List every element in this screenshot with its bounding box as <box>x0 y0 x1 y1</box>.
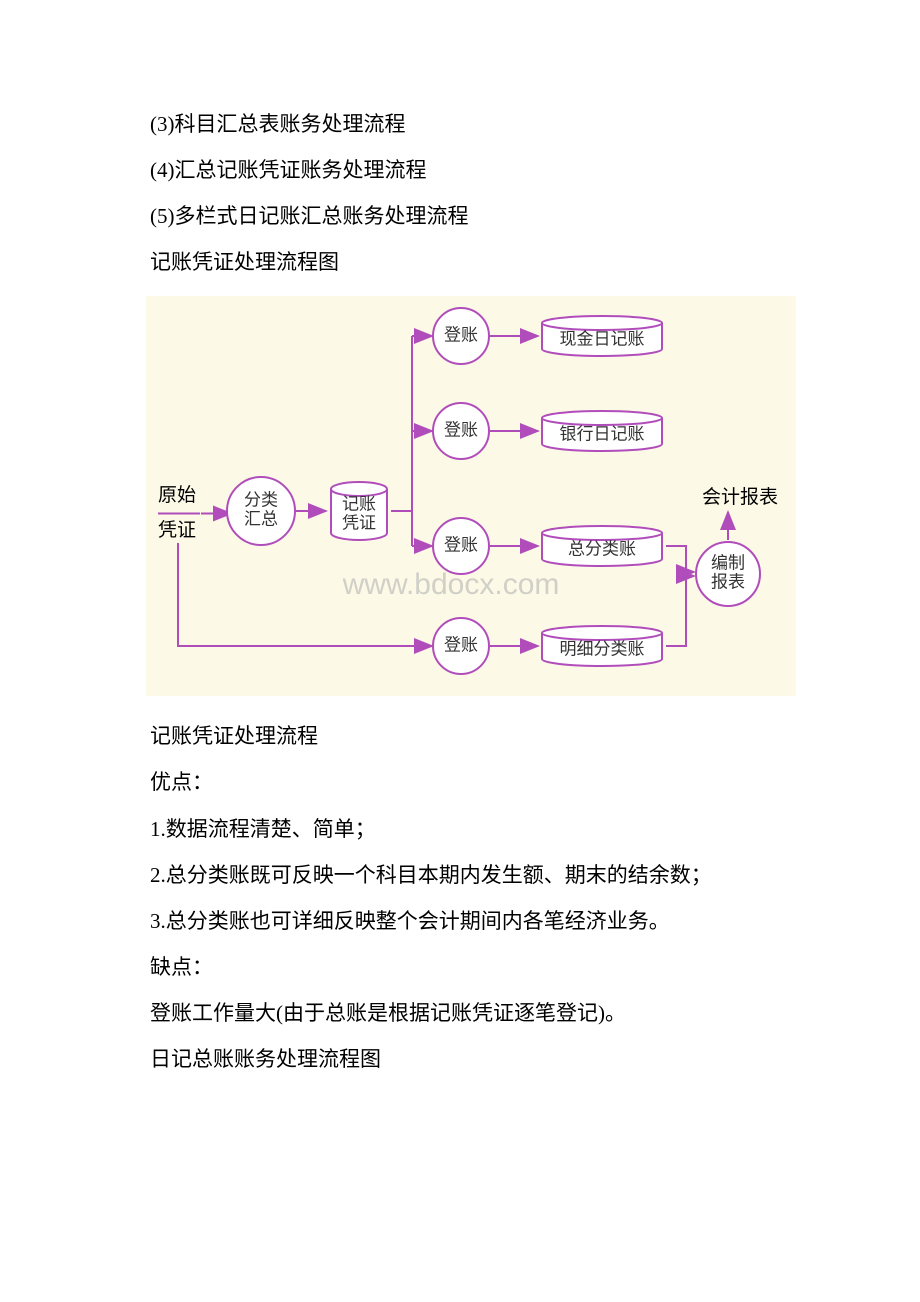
svg-text:明细分类账: 明细分类账 <box>560 640 645 659</box>
svg-text:编制报表: 编制报表 <box>711 554 745 592</box>
svg-text:原始: 原始 <box>158 484 196 506</box>
svg-text:会计报表: 会计报表 <box>702 486 778 508</box>
text-line: 登账工作量大(由于总账是根据记账凭证逐笔登记)。 <box>150 991 800 1035</box>
text-line: 缺点： <box>150 945 800 989</box>
svg-text:登账: 登账 <box>444 326 478 345</box>
svg-text:总分类账: 总分类账 <box>568 540 636 559</box>
flowchart-container: www.bdocx.com原始凭证分类汇总记账凭证登账现金日记账登账银行日记账登… <box>146 296 800 696</box>
svg-text:凭证: 凭证 <box>158 519 196 541</box>
text-line: 记账凭证处理流程图 <box>150 240 800 284</box>
svg-text:登账: 登账 <box>444 636 478 655</box>
text-line: (5)多栏式日记账汇总账务处理流程 <box>150 194 800 238</box>
text-line: 2.总分类账既可反映一个科目本期内发生额、期末的结余数； <box>150 853 800 897</box>
svg-text:分类汇总: 分类汇总 <box>244 491 278 529</box>
text-line: 优点： <box>150 760 800 804</box>
svg-text:现金日记账: 现金日记账 <box>560 330 645 349</box>
flowchart-svg: www.bdocx.com原始凭证分类汇总记账凭证登账现金日记账登账银行日记账登… <box>146 296 796 696</box>
text-line: 记账凭证处理流程 <box>150 714 800 758</box>
text-line: (3)科目汇总表账务处理流程 <box>150 102 800 146</box>
body-text: 记账凭证处理流程优点：1.数据流程清楚、简单；2.总分类账既可反映一个科目本期内… <box>150 714 800 1081</box>
svg-text:记账凭证: 记账凭证 <box>342 495 376 533</box>
svg-text:登账: 登账 <box>444 536 478 555</box>
svg-text:银行日记账: 银行日记账 <box>560 425 645 444</box>
text-line: (4)汇总记账凭证账务处理流程 <box>150 148 800 192</box>
text-line: 日记总账账务处理流程图 <box>150 1037 800 1081</box>
text-line: 1.数据流程清楚、简单； <box>150 807 800 851</box>
text-line: 3.总分类账也可详细反映整个会计期间内各笔经济业务。 <box>150 899 800 943</box>
intro-text: (3)科目汇总表账务处理流程(4)汇总记账凭证账务处理流程(5)多栏式日记账汇总… <box>150 102 800 284</box>
svg-text:登账: 登账 <box>444 421 478 440</box>
